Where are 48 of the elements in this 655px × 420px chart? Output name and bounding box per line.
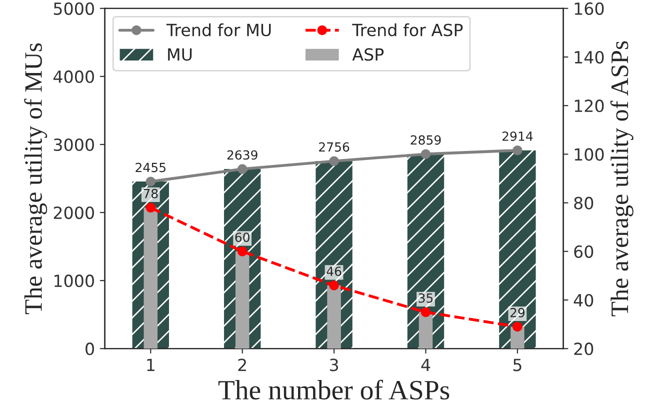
data-label: 78: [144, 188, 158, 198]
data-label: 2639: [227, 150, 258, 160]
data-label: 2455: [136, 162, 166, 172]
point: [237, 164, 248, 174]
x-tick-label: 2: [238, 358, 246, 371]
y2-tick-label: 40: [574, 294, 594, 307]
y2-tick-label: 20: [574, 342, 594, 356]
data-label: 2756: [319, 142, 350, 152]
y2-tick-label: 160: [574, 2, 604, 15]
y2-tick-label: 60: [574, 245, 594, 258]
y-tick-label: 3000: [54, 138, 94, 152]
y2-tick-label: 120: [574, 100, 604, 112]
data-label: 35: [418, 293, 433, 303]
data-label: 46: [326, 266, 342, 276]
point: [420, 307, 431, 318]
y-tick-label: 4000: [53, 70, 94, 84]
legend-label: ASP: [352, 48, 384, 61]
data-label: 2914: [502, 132, 533, 141]
legend-label: MU: [168, 48, 192, 61]
x-tick-label: 3: [330, 358, 338, 372]
point: [146, 176, 156, 186]
data-label: 29: [510, 308, 525, 318]
y2-tick-label: 80: [574, 196, 594, 210]
point: [512, 322, 522, 332]
y2-tick-label: 140: [574, 50, 604, 64]
point: [420, 149, 431, 159]
x-axis-title: The number of ASPs: [218, 380, 450, 400]
y-tick-label: 2000: [54, 206, 94, 220]
x-tick-label: 4: [421, 358, 430, 371]
y-tick-label: 5000: [54, 2, 94, 15]
y-tick-label: 0: [86, 342, 94, 356]
point: [512, 145, 522, 156]
y-axis-title: The average utility of MUs: [24, 43, 48, 314]
y2-axis-title: The average utility of ASPs: [610, 41, 634, 316]
legend-label: Trend for MU: [166, 23, 271, 36]
y-tick-label: 1000: [54, 274, 94, 288]
data-label: 60: [235, 232, 250, 242]
point: [146, 202, 156, 213]
bar: [499, 150, 536, 349]
legend-label: Trend for ASP: [352, 23, 463, 36]
data-label: 2859: [410, 135, 441, 145]
x-tick-label: 5: [513, 358, 522, 372]
point: [237, 246, 248, 256]
point: [329, 156, 339, 166]
y2-tick-label: 100: [574, 148, 604, 161]
bar: [407, 154, 444, 349]
x-tick-label: 1: [147, 358, 154, 371]
point: [329, 280, 339, 290]
